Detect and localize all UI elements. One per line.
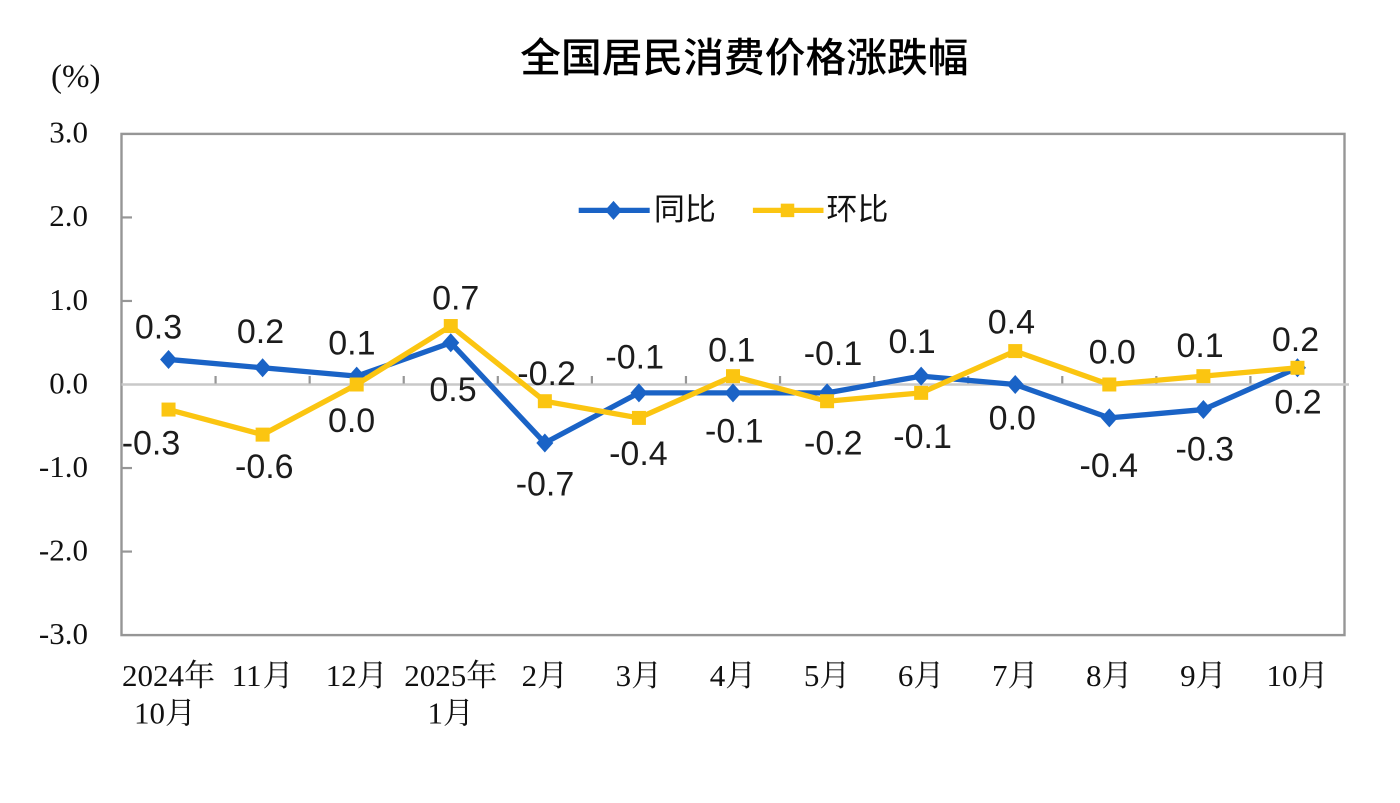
svg-text:7: 7 bbox=[992, 658, 1008, 693]
svg-text:-0.1: -0.1 bbox=[605, 339, 664, 377]
svg-text:0.3: 0.3 bbox=[135, 309, 182, 347]
svg-text:0.2: 0.2 bbox=[1274, 383, 1321, 421]
svg-text:5: 5 bbox=[804, 658, 820, 693]
svg-text:0.4: 0.4 bbox=[988, 304, 1035, 342]
svg-text:-0.2: -0.2 bbox=[517, 355, 576, 393]
svg-text:-0.1: -0.1 bbox=[705, 412, 764, 450]
svg-text:4: 4 bbox=[710, 658, 726, 693]
svg-text:-0.2: -0.2 bbox=[804, 424, 863, 462]
svg-text:-0.1: -0.1 bbox=[893, 418, 952, 456]
svg-text:0.0: 0.0 bbox=[1089, 334, 1136, 372]
svg-text:0.1: 0.1 bbox=[888, 323, 935, 361]
svg-text:2024: 2024 bbox=[122, 658, 184, 693]
svg-text:12: 12 bbox=[326, 658, 357, 693]
svg-text:0.0: 0.0 bbox=[328, 402, 375, 440]
svg-text:-0.3: -0.3 bbox=[1176, 430, 1235, 468]
svg-text:10: 10 bbox=[1266, 658, 1297, 693]
svg-text:-3.0: -3.0 bbox=[39, 616, 88, 651]
svg-text:0.1: 0.1 bbox=[1176, 327, 1223, 365]
svg-text:1: 1 bbox=[428, 696, 444, 731]
svg-text:10: 10 bbox=[134, 696, 165, 731]
svg-text:3.0: 3.0 bbox=[49, 115, 88, 150]
svg-text:0.5: 0.5 bbox=[429, 371, 476, 409]
svg-text:2.0: 2.0 bbox=[49, 198, 88, 233]
svg-text:0.7: 0.7 bbox=[432, 279, 479, 317]
svg-text:-0.4: -0.4 bbox=[609, 435, 668, 473]
svg-text:2025: 2025 bbox=[404, 658, 466, 693]
svg-text:0.2: 0.2 bbox=[1272, 321, 1319, 359]
svg-text:-0.3: -0.3 bbox=[122, 425, 181, 463]
svg-text:0.2: 0.2 bbox=[237, 313, 284, 351]
svg-text:8: 8 bbox=[1086, 658, 1102, 693]
svg-text:0.0: 0.0 bbox=[49, 365, 88, 400]
svg-text:-2.0: -2.0 bbox=[39, 532, 88, 567]
svg-text:1.0: 1.0 bbox=[49, 282, 88, 317]
svg-text:0.1: 0.1 bbox=[708, 332, 755, 370]
svg-text:-1.0: -1.0 bbox=[39, 449, 88, 484]
svg-text:0.0: 0.0 bbox=[989, 399, 1036, 437]
svg-text:-0.6: -0.6 bbox=[235, 448, 294, 486]
svg-text:11: 11 bbox=[232, 658, 262, 693]
svg-text:-0.7: -0.7 bbox=[516, 466, 575, 504]
svg-text:3: 3 bbox=[616, 658, 632, 693]
svg-text:0.1: 0.1 bbox=[328, 325, 375, 363]
svg-text:(%): (%) bbox=[51, 59, 100, 95]
svg-text:-0.4: -0.4 bbox=[1080, 447, 1139, 485]
svg-text:2: 2 bbox=[522, 658, 538, 693]
svg-text:6: 6 bbox=[898, 658, 914, 693]
svg-text:9: 9 bbox=[1180, 658, 1196, 693]
svg-text:-0.1: -0.1 bbox=[804, 335, 863, 373]
